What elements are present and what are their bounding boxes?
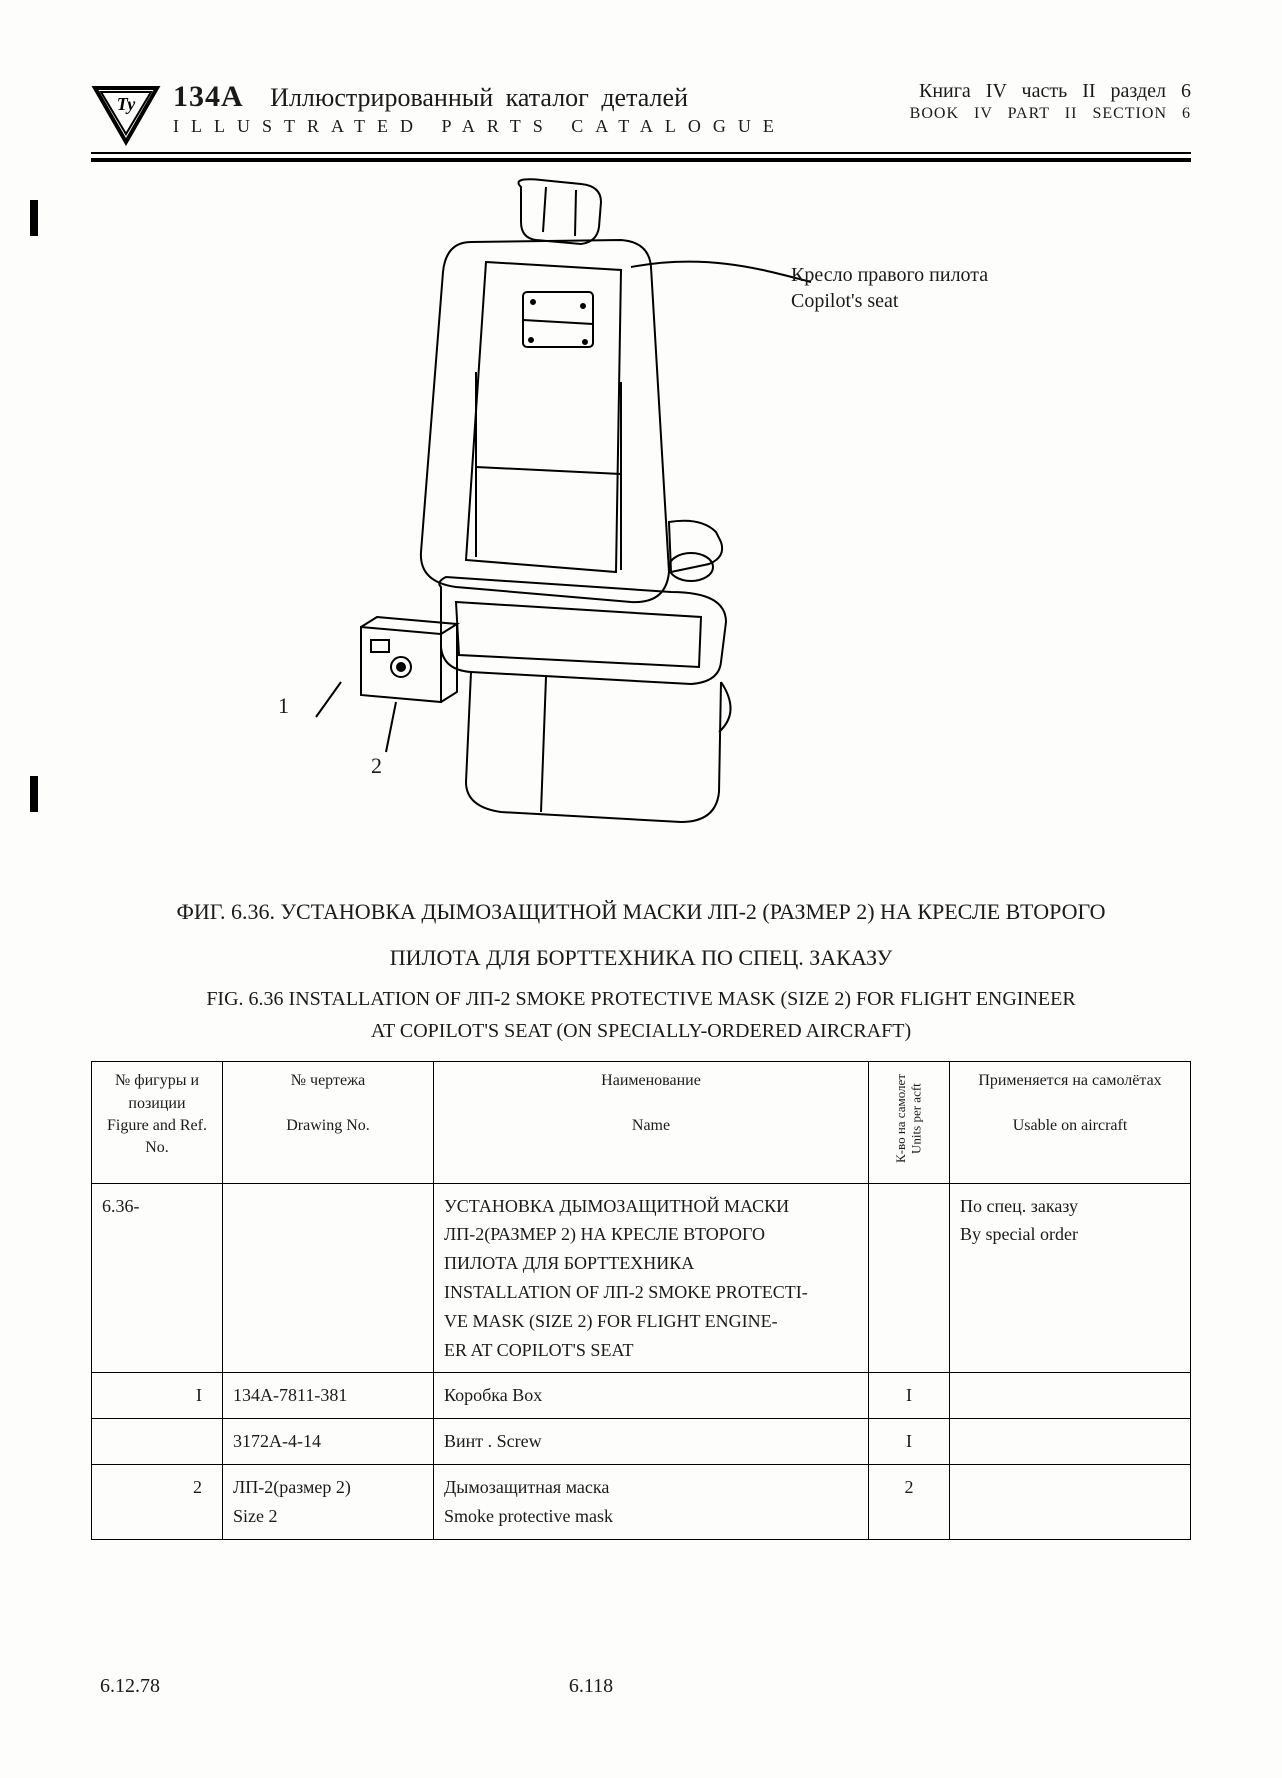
footer-date: 6.12.78	[100, 1675, 160, 1698]
cell-fig: 6.36-	[92, 1183, 223, 1373]
col-header-drawing: № чертежа Drawing No.	[223, 1062, 434, 1183]
seat-label-ru: Кресло правого пилота	[791, 262, 988, 288]
cell-units: 2	[869, 1464, 950, 1539]
cell-dwg: ЛП-2(размер 2) Size 2	[223, 1464, 434, 1539]
callout-ref-2: 2	[371, 752, 382, 781]
cell-fig: 2	[92, 1464, 223, 1539]
page-container: Ту 134А Иллюстрированный каталог деталей…	[51, 0, 1231, 1580]
book-section-en: BOOK IV PART II SECTION 6	[910, 105, 1191, 123]
cell-use	[950, 1373, 1191, 1419]
cell-dwg	[223, 1183, 434, 1373]
caption-ru-line2: ПИЛОТА ДЛЯ БОРТТЕХНИКА ПО СПЕЦ. ЗАКАЗУ	[91, 938, 1191, 978]
cell-dwg: 3172А-4-14	[223, 1419, 434, 1465]
header-rule	[91, 158, 1191, 162]
table-row: 2 ЛП-2(размер 2) Size 2 Дымозащитная мас…	[92, 1464, 1191, 1539]
col-header-name: Наименование Name	[434, 1062, 869, 1183]
page-footer: 6.12.78 6.118	[100, 1675, 1182, 1698]
catalogue-title-en: ILLUSTRATED PARTS CATALOGUE	[173, 116, 898, 137]
table-header-row: № фигуры и позиции Figure and Ref. No. №…	[92, 1062, 1191, 1183]
cell-name: Винт . Screw	[434, 1419, 869, 1465]
catalogue-title-ru: Иллюстрированный каталог деталей	[270, 83, 688, 112]
page-header: Ту 134А Иллюстрированный каталог деталей…	[91, 80, 1191, 154]
caption-en-line2: AT COPILOT'S SEAT (ON SPECIALLY-ORDERED …	[91, 1015, 1191, 1047]
manufacturer-logo: Ту	[91, 80, 161, 150]
callout-ref-1: 1	[278, 692, 289, 721]
cell-dwg: 134А-7811-381	[223, 1373, 434, 1419]
binding-marks	[30, 200, 38, 1578]
caption-en-line1: FIG. 6.36 INSTALLATION OF ЛП-2 SMOKE PRO…	[91, 983, 1191, 1015]
col-header-usable: Применяется на самолётах Usable on aircr…	[950, 1062, 1191, 1183]
cell-fig: I	[92, 1373, 223, 1419]
table-row: 3172А-4-14 Винт . Screw I	[92, 1419, 1191, 1465]
cell-fig	[92, 1419, 223, 1465]
svg-text:Ту: Ту	[117, 94, 137, 114]
header-titles: 134А Иллюстрированный каталог деталей IL…	[173, 80, 898, 137]
aircraft-model: 134А	[173, 80, 244, 114]
parts-table: № фигуры и позиции Figure and Ref. No. №…	[91, 1061, 1191, 1539]
copilot-seat-drawing	[271, 172, 831, 852]
cell-units	[869, 1183, 950, 1373]
seat-label: Кресло правого пилота Copilot's seat	[791, 262, 988, 314]
parts-table-body: 6.36- УСТАНОВКА ДЫМОЗАЩИТНОЙ МАСКИ ЛП-2(…	[92, 1183, 1191, 1539]
header-meta: Книга IV часть II раздел 6 BOOK IV PART …	[910, 80, 1191, 123]
col-header-figure: № фигуры и позиции Figure and Ref. No.	[92, 1062, 223, 1183]
cell-use	[950, 1419, 1191, 1465]
caption-ru-line1: ФИГ. 6.36. УСТАНОВКА ДЫМОЗАЩИТНОЙ МАСКИ …	[91, 892, 1191, 932]
table-row: I 134А-7811-381 Коробка Box I	[92, 1373, 1191, 1419]
table-row: 6.36- УСТАНОВКА ДЫМОЗАЩИТНОЙ МАСКИ ЛП-2(…	[92, 1183, 1191, 1373]
figure-illustration: Кресло правого пилота Copilot's seat 1 2	[91, 172, 1191, 872]
figure-caption: ФИГ. 6.36. УСТАНОВКА ДЫМОЗАЩИТНОЙ МАСКИ …	[91, 892, 1191, 1047]
cell-name: УСТАНОВКА ДЫМОЗАЩИТНОЙ МАСКИ ЛП-2(РАЗМЕР…	[434, 1183, 869, 1373]
cell-name: Коробка Box	[434, 1373, 869, 1419]
cell-use: По спец. заказу By special order	[950, 1183, 1191, 1373]
col-header-units: К-во на самолетUnits per acft	[869, 1062, 950, 1183]
cell-name: Дымозащитная маска Smoke protective mask	[434, 1464, 869, 1539]
cell-units: I	[869, 1373, 950, 1419]
book-section-ru: Книга IV часть II раздел 6	[910, 80, 1191, 103]
seat-label-en: Copilot's seat	[791, 288, 988, 314]
cell-use	[950, 1464, 1191, 1539]
cell-units: I	[869, 1419, 950, 1465]
footer-page-number: 6.118	[569, 1675, 613, 1698]
